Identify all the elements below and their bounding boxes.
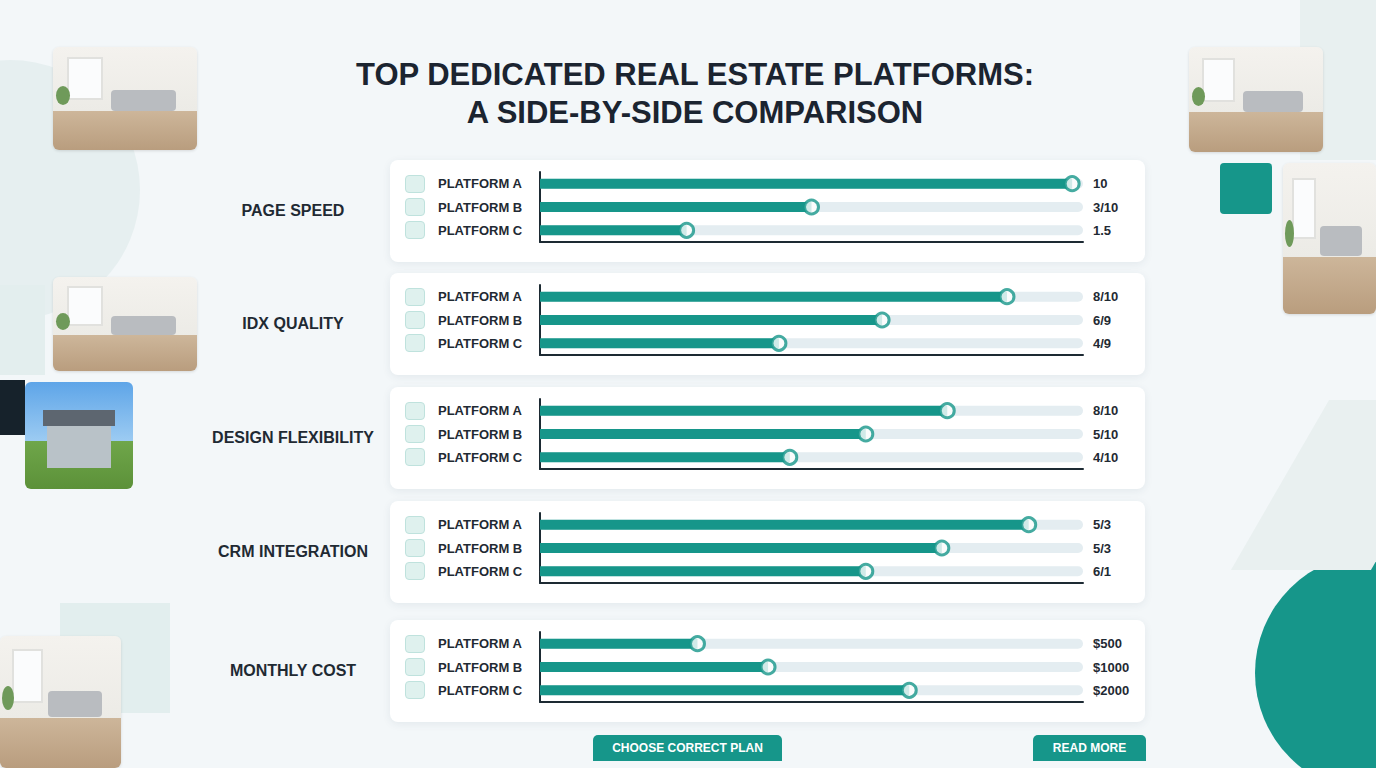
svg-text:6/1: 6/1	[1093, 564, 1111, 579]
svg-text:PLATFORM A: PLATFORM A	[438, 403, 522, 418]
svg-text:4/10: 4/10	[1093, 450, 1118, 465]
svg-text:$1000: $1000	[1093, 660, 1129, 675]
svg-text:PLATFORM C: PLATFORM C	[438, 336, 523, 351]
svg-text:PLATFORM A: PLATFORM A	[438, 517, 522, 532]
html-text:CHOOSE CORRECT PLAN: CHOOSE CORRECT PLAN	[612, 741, 763, 755]
svg-text:6/9: 6/9	[1093, 313, 1111, 328]
svg-text:10: 10	[1093, 176, 1107, 191]
svg-text:PLATFORM B: PLATFORM B	[438, 313, 522, 328]
svg-text:$2000: $2000	[1093, 683, 1129, 698]
svg-text:PLATFORM C: PLATFORM C	[438, 683, 523, 698]
svg-text:PLATFORM C: PLATFORM C	[438, 223, 523, 238]
svg-text:3/10: 3/10	[1093, 200, 1118, 215]
svg-text:$500: $500	[1093, 636, 1122, 651]
svg-text:TOP DEDICATED REAL ESTATE PLAT: TOP DEDICATED REAL ESTATE PLATFORMS:	[356, 57, 1034, 92]
svg-text:8/10: 8/10	[1093, 289, 1118, 304]
svg-text:PAGE SPEED: PAGE SPEED	[242, 202, 345, 219]
svg-text:8/10: 8/10	[1093, 403, 1118, 418]
svg-text:MONTHLY COST: MONTHLY COST	[230, 662, 356, 679]
svg-text:PLATFORM B: PLATFORM B	[438, 427, 522, 442]
svg-text:DESIGN FLEXIBILITY: DESIGN FLEXIBILITY	[212, 429, 374, 446]
svg-text:PLATFORM C: PLATFORM C	[438, 564, 523, 579]
html-text:READ MORE: READ MORE	[1052, 741, 1127, 755]
svg-text:PLATFORM A: PLATFORM A	[438, 636, 522, 651]
svg-text:PLATFORM C: PLATFORM C	[438, 450, 523, 465]
svg-text:PLATFORM A: PLATFORM A	[438, 289, 522, 304]
svg-text:IDX QUALITY: IDX QUALITY	[242, 315, 344, 332]
svg-text:CRM INTEGRATION: CRM INTEGRATION	[218, 543, 368, 560]
svg-text:5/10: 5/10	[1093, 427, 1118, 442]
svg-text:PLATFORM B: PLATFORM B	[438, 660, 522, 675]
svg-text:1.5: 1.5	[1093, 223, 1111, 238]
svg-text:PLATFORM A: PLATFORM A	[438, 176, 522, 191]
svg-text:PLATFORM B: PLATFORM B	[438, 200, 522, 215]
svg-text:PLATFORM B: PLATFORM B	[438, 541, 522, 556]
svg-text:A SIDE-BY-SIDE COMPARISON: A SIDE-BY-SIDE COMPARISON	[467, 95, 923, 130]
svg-text:5/3: 5/3	[1093, 541, 1111, 556]
svg-text:4/9: 4/9	[1093, 336, 1111, 351]
svg-text:5/3: 5/3	[1093, 517, 1111, 532]
